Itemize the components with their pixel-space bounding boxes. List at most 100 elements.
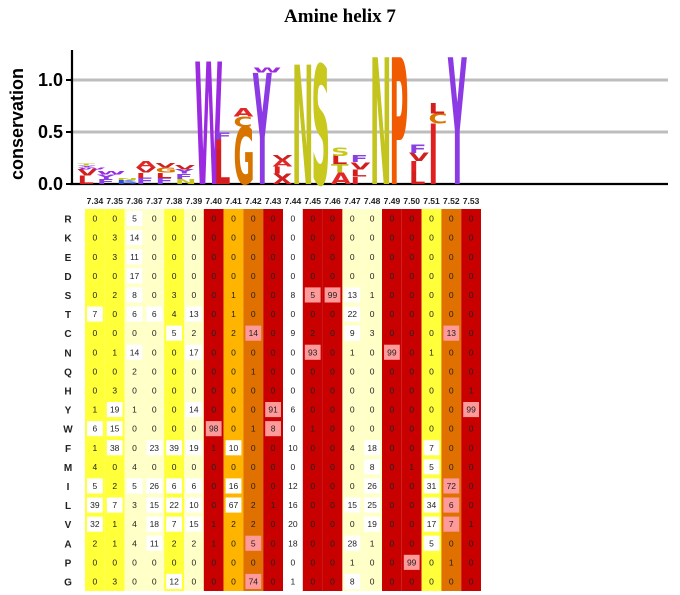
cell-highlight-7.45-N: [304, 344, 321, 360]
cell-value-7.44-H: 0: [291, 385, 296, 395]
cell-value-7.38-T: 4: [172, 309, 177, 319]
cell-highlight-7.38-F: [166, 440, 182, 456]
cell-value-7.40-K: 0: [211, 233, 216, 243]
cell-value-7.46-W: 0: [330, 424, 335, 434]
cell-value-7.35-Q: 0: [112, 366, 117, 376]
cell-value-7.35-I: 2: [112, 481, 117, 491]
cell-value-7.52-K: 0: [449, 233, 454, 243]
cell-value-7.39-F: 19: [189, 443, 199, 453]
cell-value-7.42-Q: 1: [251, 366, 256, 376]
cell-highlight-7.48-F: [364, 440, 380, 456]
sequence-logo: 0.00.51.0conservationLVWYTFYWDKNFIVAFLGV…: [7, 40, 668, 192]
cell-value-7.40-Y: 0: [211, 405, 216, 415]
cell-value-7.50-F: 0: [409, 443, 414, 453]
cell-highlight-7.35-Y: [106, 402, 123, 418]
cell-value-7.45-C: 2: [310, 328, 315, 338]
cell-value-7.49-V: 0: [390, 519, 395, 529]
cell-value-7.46-A: 0: [330, 538, 335, 548]
cell-value-7.42-C: 14: [249, 328, 259, 338]
logo-letter-7.48-F: F: [351, 153, 369, 165]
cell-highlight-7.35-W: [106, 421, 123, 437]
cell-value-7.41-R: 0: [231, 214, 236, 224]
cell-value-7.50-H: 0: [409, 385, 414, 395]
cell-value-7.52-I: 72: [447, 481, 457, 491]
cell-value-7.37-G: 0: [152, 576, 157, 586]
cell-value-7.36-C: 0: [132, 328, 137, 338]
cell-value-7.45-F: 0: [310, 443, 315, 453]
cell-highlight-7.51-M: [423, 459, 440, 475]
cell-value-7.46-F: 0: [330, 443, 335, 453]
cell-value-7.48-N: 0: [370, 347, 375, 357]
cell-value-7.48-H: 0: [370, 385, 375, 395]
cell-highlight-7.51-I: [423, 478, 440, 494]
cell-value-7.35-V: 1: [112, 519, 117, 529]
logo-letter-7.42-G: G: [234, 111, 255, 192]
cell-value-7.38-E: 0: [172, 252, 177, 262]
cell-value-7.34-V: 32: [90, 519, 100, 529]
cell-value-7.52-F: 0: [449, 443, 454, 453]
cell-value-7.47-I: 0: [350, 481, 355, 491]
row-label-L: L: [65, 501, 71, 512]
cell-value-7.52-E: 0: [449, 252, 454, 262]
cell-value-7.44-G: 1: [291, 576, 296, 586]
column-header-7.46: 7.46: [324, 196, 341, 206]
cell-value-7.42-Y: 0: [251, 405, 256, 415]
cell-value-7.49-M: 0: [390, 462, 395, 472]
logo-letter-7.43-W: W: [253, 67, 282, 75]
cell-value-7.35-T: 0: [112, 309, 117, 319]
cell-highlight-7.39-T: [186, 306, 202, 322]
cell-highlight-7.39-V: [186, 516, 202, 532]
cell-value-7.42-E: 0: [251, 252, 256, 262]
cell-value-7.41-L: 67: [229, 500, 239, 510]
cell-value-7.52-C: 13: [447, 328, 457, 338]
cell-value-7.40-G: 0: [211, 576, 216, 586]
cell-value-7.42-R: 0: [251, 214, 256, 224]
cell-value-7.49-W: 0: [390, 424, 395, 434]
cell-value-7.38-I: 6: [172, 481, 177, 491]
column-header-7.52: 7.52: [443, 196, 460, 206]
cell-value-7.40-V: 1: [211, 519, 216, 529]
cell-value-7.53-G: 0: [469, 576, 474, 586]
cell-value-7.53-L: 0: [469, 500, 474, 510]
cell-highlight-7.47-S: [344, 287, 361, 303]
logo-letter-7.38-V: V: [156, 162, 177, 168]
cell-value-7.53-F: 0: [469, 443, 474, 453]
cell-value-7.38-S: 3: [172, 290, 177, 300]
row-label-T: T: [65, 310, 71, 321]
cell-highlight-7.40-W: [205, 421, 222, 437]
cell-value-7.48-G: 0: [370, 576, 375, 586]
cell-value-7.45-M: 0: [310, 462, 315, 472]
logo-letter-7.39-V: V: [175, 165, 196, 171]
cell-highlight-7.36-S: [126, 287, 143, 303]
cell-value-7.38-A: 2: [172, 538, 177, 548]
conservation-heatmap: 7.34 7.35 7.36 7.37 7.38 7.39 7.40 7.41 7.42 7.43…: [63, 196, 481, 591]
cell-value-7.36-W: 0: [132, 424, 137, 434]
cell-value-7.48-I: 26: [367, 481, 377, 491]
cell-value-7.41-T: 1: [231, 309, 236, 319]
logo-letter-7.40-W: W: [195, 40, 223, 192]
cell-value-7.35-S: 2: [112, 290, 117, 300]
cell-highlight-7.36-I: [126, 478, 143, 494]
cell-value-7.49-F: 0: [390, 443, 395, 453]
cell-value-7.35-R: 0: [112, 214, 117, 224]
cell-value-7.43-E: 0: [271, 252, 276, 262]
row-label-G: G: [64, 577, 72, 588]
cell-value-7.34-P: 0: [93, 557, 98, 567]
cell-value-7.53-M: 0: [469, 462, 474, 472]
cell-value-7.42-I: 0: [251, 481, 256, 491]
logo-letter-7.39-F: F: [175, 173, 193, 181]
column-header-7.37: 7.37: [146, 196, 163, 206]
cell-value-7.52-Y: 0: [449, 405, 454, 415]
cell-value-7.36-A: 4: [132, 538, 137, 548]
logo-letter-7.37-F: F: [136, 176, 154, 186]
logo-letter-7.44-V: V: [273, 154, 293, 162]
cell-value-7.35-P: 0: [112, 557, 117, 567]
cell-value-7.46-D: 0: [330, 271, 335, 281]
cell-highlight-7.49-N: [384, 344, 400, 360]
logo-letter-7.51-F: F: [409, 142, 427, 155]
cell-value-7.40-W: 98: [209, 424, 219, 434]
cell-value-7.44-Y: 6: [291, 405, 296, 415]
cell-value-7.39-P: 0: [192, 557, 197, 567]
cell-value-7.41-E: 0: [231, 252, 236, 262]
column-header-7.38: 7.38: [166, 196, 183, 206]
